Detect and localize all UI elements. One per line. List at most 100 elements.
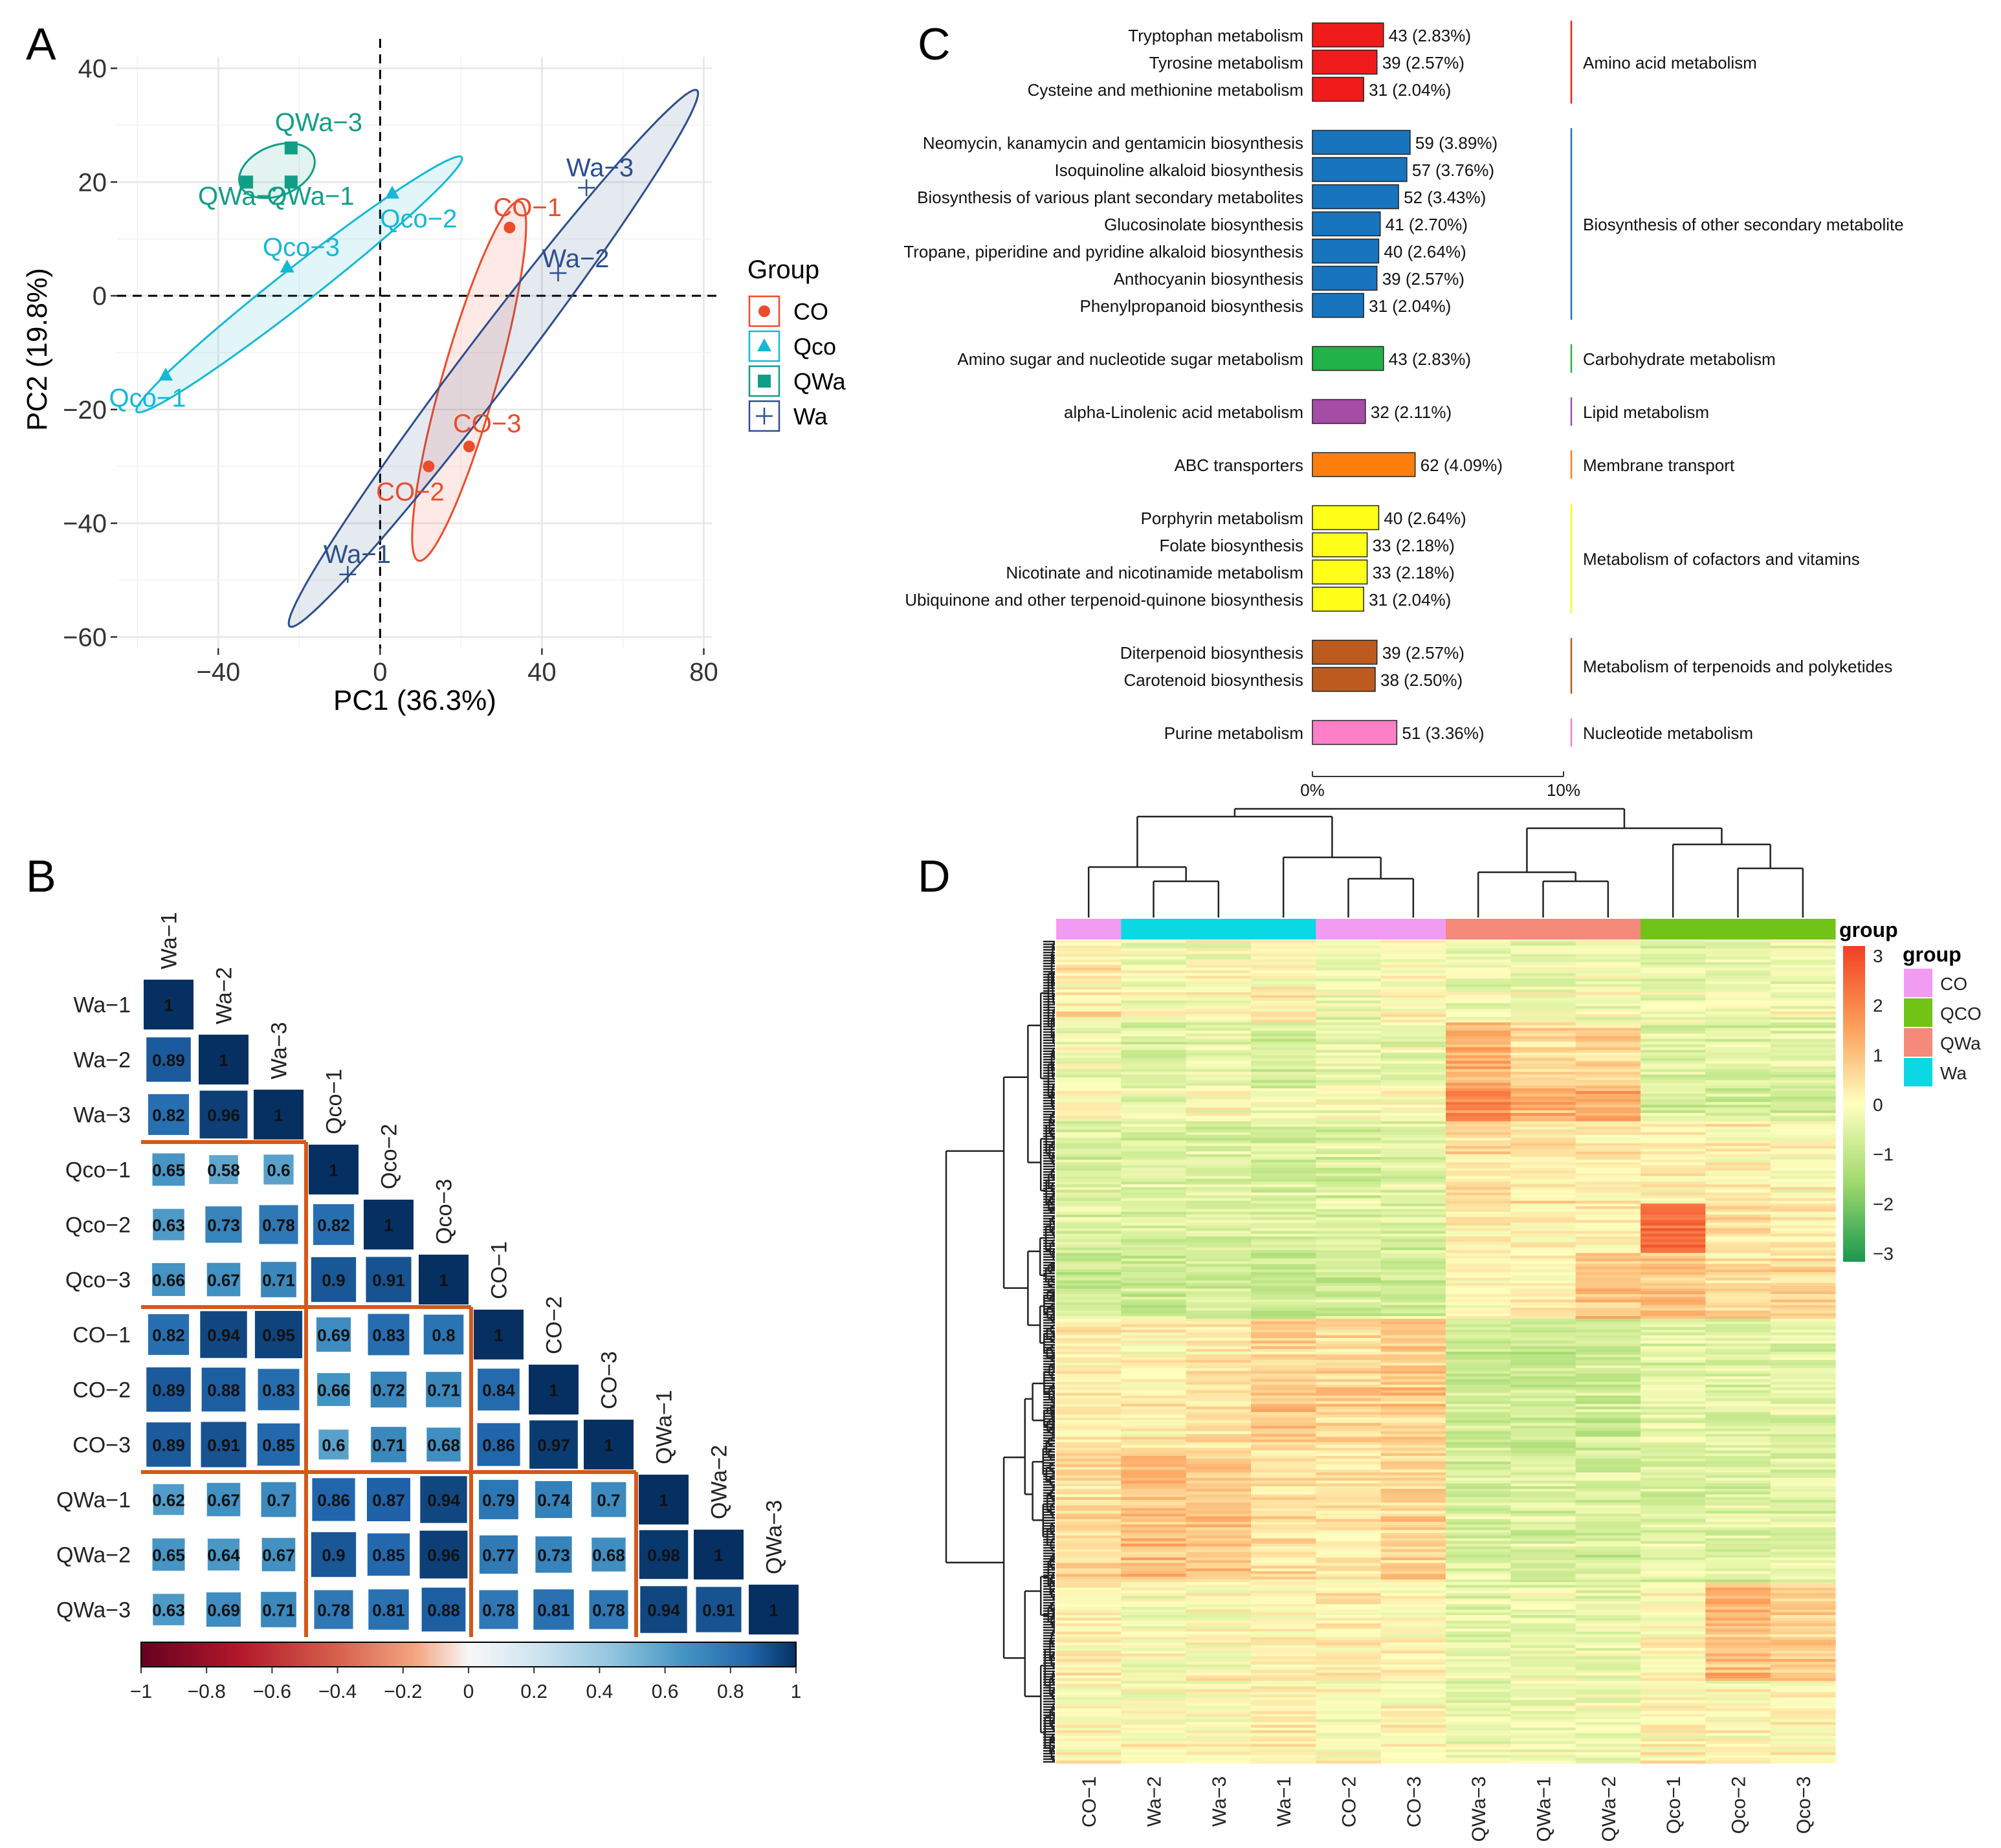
heatmap-cell — [1056, 1640, 1122, 1644]
heatmap-cell — [1446, 1102, 1511, 1106]
heatmap-cell — [1641, 1077, 1706, 1081]
heatmap-cell — [1575, 1450, 1641, 1454]
heatmap-cell — [1316, 1162, 1382, 1166]
heatmap-cell — [1641, 1315, 1706, 1319]
heatmap-cell — [1770, 965, 1836, 969]
heatmap-cell — [1705, 1000, 1771, 1004]
heatmap-cell — [1121, 1370, 1187, 1374]
heatmap-cell — [1770, 1198, 1836, 1202]
heatmap-cell — [1705, 1055, 1771, 1059]
kegg-pathway-label: ABC transporters — [1175, 456, 1303, 475]
heatmap-cell — [1641, 1618, 1706, 1622]
heatmap-cell — [1316, 1244, 1382, 1248]
heatmap-cell — [1575, 1634, 1641, 1638]
heatmap-cell — [1056, 943, 1122, 947]
heatmap-cell — [1316, 1135, 1382, 1138]
correlation-row-label: Qco−1 — [65, 1158, 131, 1183]
heatmap-cell — [1380, 1472, 1446, 1476]
heatmap-cell — [1056, 1519, 1122, 1523]
heatmap-cell — [1316, 1036, 1382, 1040]
heatmap-cell — [1575, 1319, 1641, 1322]
heatmap-cell — [1251, 1604, 1316, 1607]
heatmap-cell — [1121, 1442, 1187, 1446]
correlation-cell-value: 0.6 — [322, 1436, 345, 1455]
heatmap-cell — [1056, 1647, 1122, 1651]
heatmap-cell — [1251, 1532, 1316, 1536]
heatmap-cell — [1510, 1094, 1576, 1097]
heatmap-cell — [1186, 1543, 1252, 1547]
kegg-pathway-label: Diterpenoid biosynthesis — [1120, 643, 1303, 663]
heatmap-cell — [1705, 1244, 1771, 1248]
correlation-cell-value: 0.82 — [152, 1326, 185, 1345]
heatmap-cell — [1641, 1376, 1706, 1380]
heatmap-cell — [1705, 1173, 1771, 1177]
heatmap-cell — [1251, 1359, 1316, 1363]
heatmap-cell — [1251, 973, 1316, 976]
heatmap-cell — [1641, 1538, 1706, 1542]
heatmap-cell — [1510, 1105, 1576, 1108]
heatmap-cell — [1056, 1494, 1122, 1498]
heatmap-cell — [1510, 1135, 1576, 1138]
correlation-cell-value: 1 — [604, 1436, 613, 1455]
heatmap-cell — [1251, 1420, 1316, 1424]
heatmap-cell — [1121, 1330, 1187, 1333]
heatmap-cell — [1705, 1236, 1771, 1240]
heatmap-cell — [1446, 948, 1511, 952]
heatmap-cell — [1316, 1461, 1382, 1465]
heatmap-cell — [1446, 1261, 1511, 1264]
kegg-bar — [1312, 292, 1364, 318]
heatmap-cell — [1056, 1609, 1122, 1613]
heatmap-cell — [1251, 1513, 1316, 1517]
heatmap-cell — [1770, 1458, 1836, 1462]
heatmap-cell — [1575, 1363, 1641, 1366]
heatmap-cell — [1446, 1585, 1511, 1589]
heatmap-cell — [1380, 1244, 1446, 1248]
heatmap-cell — [1186, 1673, 1252, 1676]
heatmap-cell — [1316, 1642, 1382, 1646]
heatmap-cell — [1380, 1560, 1446, 1564]
heatmap-cell — [1446, 1406, 1511, 1410]
heatmap-cell — [1316, 1017, 1382, 1020]
heatmap-cell — [1121, 1326, 1187, 1330]
heatmap-cell — [1510, 1538, 1576, 1542]
heatmap-cell — [1575, 1135, 1641, 1138]
heatmap-cell — [1575, 1255, 1641, 1259]
correlation-col-label: QWa−3 — [762, 1500, 787, 1574]
heatmap-cell — [1770, 1664, 1836, 1668]
heatmap-cell — [1510, 1091, 1576, 1095]
heatmap-cell — [1186, 1651, 1252, 1655]
heatmap-cell — [1641, 1009, 1706, 1012]
heatmap-cell — [1705, 1368, 1771, 1372]
heatmap-cell — [1770, 1607, 1836, 1611]
heatmap-cell — [1575, 1009, 1641, 1012]
heatmap-cell — [1316, 1157, 1382, 1160]
heatmap-cell — [1446, 1368, 1511, 1372]
heatmap-cell — [1056, 1552, 1122, 1556]
correlation-colorbar-tick-label: −0.8 — [188, 1681, 226, 1702]
heatmap-cell — [1121, 1505, 1187, 1509]
heatmap-cell — [1770, 1000, 1836, 1004]
heatmap-cell — [1770, 1491, 1836, 1495]
heatmap-cell — [1121, 1678, 1187, 1682]
heatmap-cell — [1510, 1379, 1576, 1383]
heatmap-cell — [1575, 1017, 1641, 1020]
heatmap-cell — [1251, 1184, 1316, 1188]
correlation-cell-value: 1 — [384, 1216, 393, 1235]
heatmap-cell — [1251, 1414, 1316, 1418]
heatmap-cell — [1770, 1395, 1836, 1399]
heatmap-cell — [1251, 1538, 1316, 1542]
heatmap-cell — [1446, 1401, 1511, 1405]
heatmap-cell — [1251, 1102, 1316, 1106]
kegg-pathway-label: Porphyrin metabolism — [1141, 509, 1303, 528]
heatmap-cell — [1251, 1091, 1316, 1095]
heatmap-cell — [1186, 1058, 1252, 1062]
heatmap-cell — [1705, 1642, 1771, 1646]
heatmap-cell — [1380, 1346, 1446, 1350]
heatmap-cell — [1316, 1626, 1382, 1629]
heatmap-cell — [1705, 981, 1771, 985]
heatmap-cell — [1056, 1596, 1122, 1600]
heatmap-cell — [1575, 1102, 1641, 1106]
heatmap-cell — [1641, 951, 1706, 954]
heatmap-cell — [1316, 1414, 1382, 1418]
heatmap-cell — [1251, 1069, 1316, 1073]
